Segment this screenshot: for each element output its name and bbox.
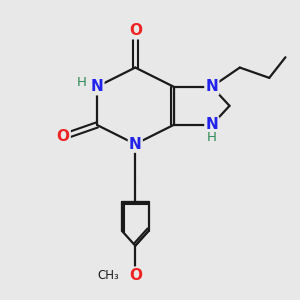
Text: O: O: [129, 23, 142, 38]
Text: N: N: [129, 136, 142, 152]
Text: H: H: [207, 131, 217, 144]
Text: H: H: [77, 76, 87, 89]
Text: N: N: [91, 79, 103, 94]
Text: N: N: [206, 79, 218, 94]
Text: N: N: [206, 118, 218, 133]
Text: CH₃: CH₃: [97, 268, 119, 282]
Text: O: O: [57, 129, 70, 144]
Text: O: O: [129, 268, 142, 283]
